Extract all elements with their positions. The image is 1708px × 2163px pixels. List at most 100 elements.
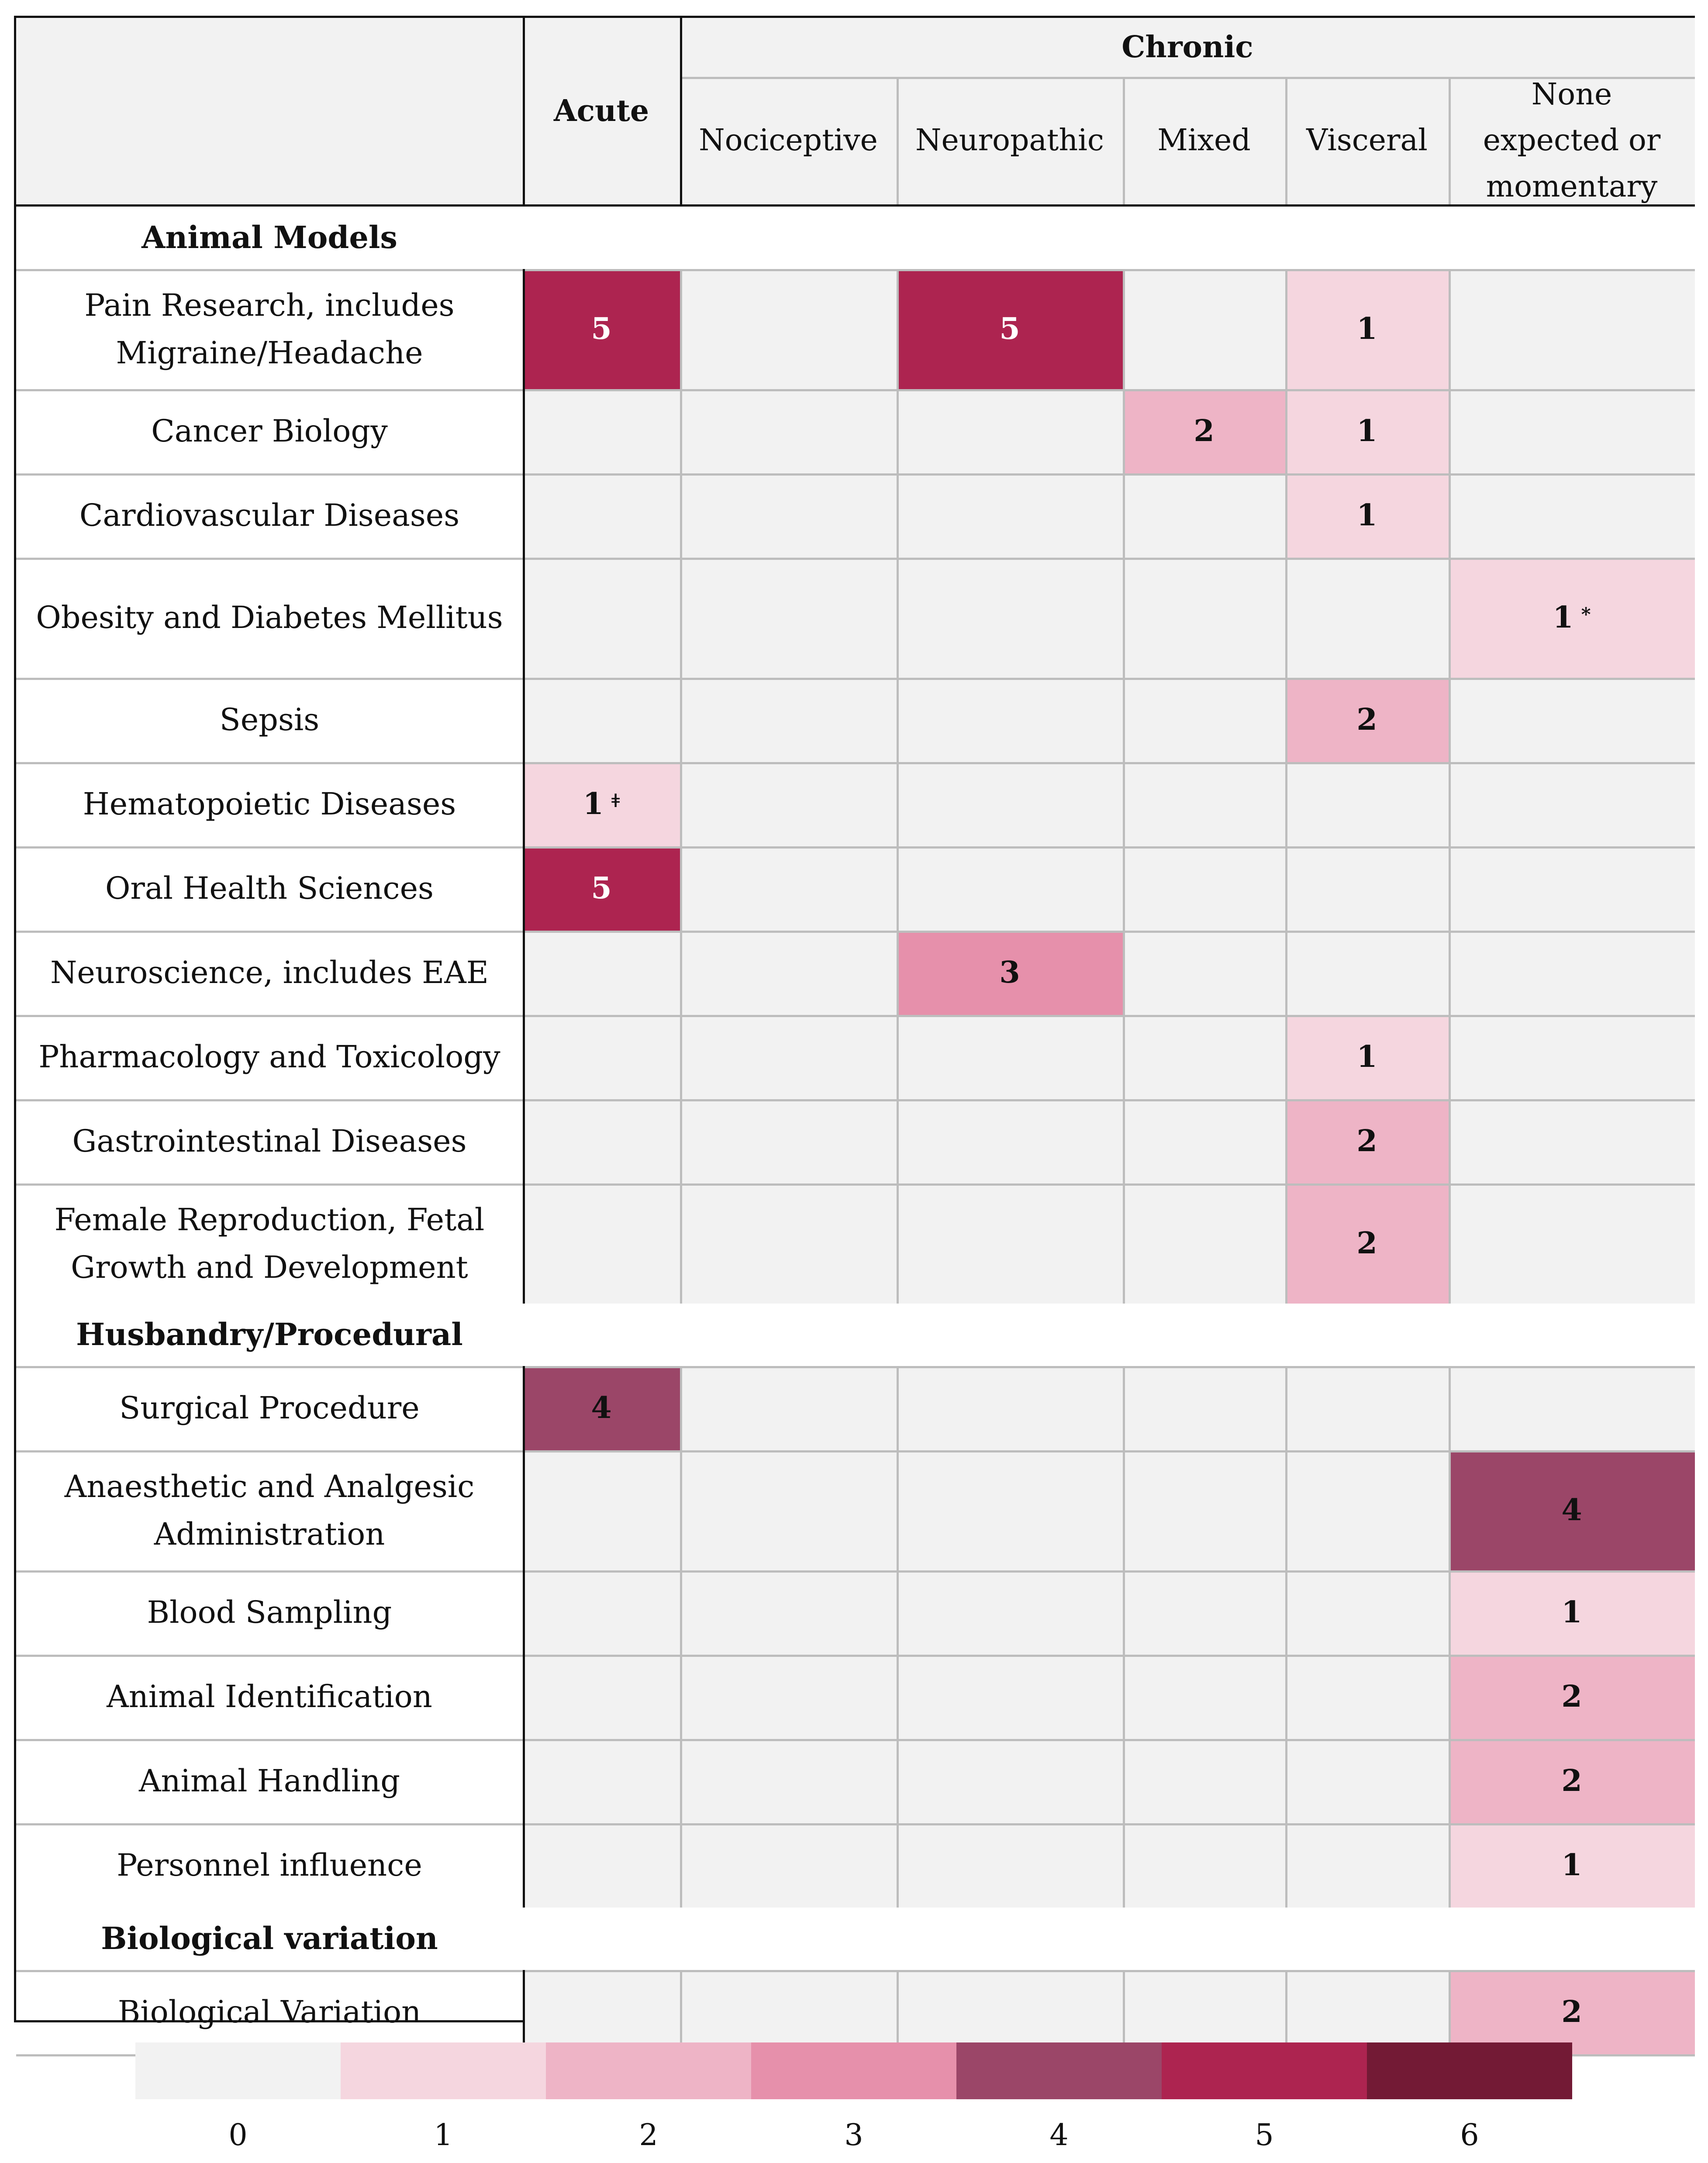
row-label: Sepsis: [219, 702, 320, 738]
heat-cell: [1449, 473, 1695, 558]
row-divider: [16, 931, 1695, 933]
heat-cell: [523, 1970, 680, 2054]
heat-cell: [897, 1970, 1123, 2054]
row-divider: [16, 473, 1695, 476]
heat-cell: [523, 762, 680, 846]
legend-swatch: [1162, 2042, 1367, 2099]
heat-cell: [523, 846, 680, 931]
row-label: Surgical Procedure: [119, 1390, 420, 1426]
heat-cell: [1285, 1099, 1449, 1183]
row-divider: [16, 1655, 1695, 1657]
heat-cell: [1123, 1655, 1285, 1739]
legend-swatch: [341, 2042, 546, 2099]
heat-cell: [1285, 762, 1449, 846]
row-label: Neuroscience, includes EAE: [50, 955, 489, 991]
heat-cell: [1285, 269, 1449, 389]
cell-value: 1: [1356, 413, 1377, 448]
section-title: Biological variation: [101, 1920, 438, 1957]
heat-cell: [1449, 1570, 1695, 1655]
heat-cell: [897, 931, 1123, 1015]
heat-cell: [523, 389, 680, 473]
heat-cell: [1449, 1015, 1695, 1099]
heat-cell: [897, 1655, 1123, 1739]
legend-label-3: 3: [844, 2118, 863, 2153]
row-label: Cancer Biology: [151, 413, 388, 449]
row-divider: [16, 389, 1695, 391]
header-neuropathic: Neuropathic: [915, 123, 1104, 158]
heat-cell: [680, 1099, 897, 1183]
section-row-background: [16, 207, 1695, 269]
cell-value: 1 *: [1553, 600, 1591, 635]
header-chronic: Chronic: [1121, 29, 1253, 65]
heat-cell: [1285, 1823, 1449, 1908]
heat-cell: [1449, 269, 1695, 389]
header-dark-divider: [680, 18, 682, 204]
heat-cell: [1123, 1570, 1285, 1655]
heat-cell: [1285, 1970, 1449, 2054]
heat-cell: [897, 1183, 1123, 1304]
heat-cell: [680, 389, 897, 473]
heat-cell: [1123, 1366, 1285, 1450]
heat-cell: [1449, 1823, 1695, 1908]
header-col-divider: [1123, 77, 1125, 204]
cell-footnote-mark: ǂ: [611, 790, 620, 811]
heat-cell: [1285, 1183, 1449, 1304]
heat-cell: [1123, 846, 1285, 931]
row-divider: [16, 1099, 1695, 1101]
heat-cell: [680, 1970, 897, 2054]
heat-cell: [1449, 1739, 1695, 1823]
cell-value: 1: [1356, 1039, 1377, 1074]
column-divider: [1123, 207, 1125, 2054]
heat-cell: [680, 1823, 897, 1908]
heat-cell: [897, 1739, 1123, 1823]
row-divider: [16, 762, 1695, 764]
heat-cell: [523, 269, 680, 389]
heat-cell: [897, 1015, 1123, 1099]
heat-cell: [897, 762, 1123, 846]
cell-value: 3: [999, 955, 1020, 990]
heat-cell: [1449, 389, 1695, 473]
heat-cell: [680, 762, 897, 846]
legend-label-1: 1: [434, 2118, 453, 2153]
heat-cell: [680, 269, 897, 389]
heat-cell: [1285, 1570, 1449, 1655]
heat-cell: [680, 1570, 897, 1655]
heat-cell: [523, 1366, 680, 1450]
heat-cell: [1449, 1099, 1695, 1183]
heat-cell: [1123, 1739, 1285, 1823]
cell-value: 1: [1561, 1594, 1582, 1630]
heat-cell: [1285, 1450, 1449, 1570]
heat-cell: [523, 1655, 680, 1739]
heat-cell: [897, 846, 1123, 931]
section-row-background: [16, 1908, 1695, 1970]
row-label: Hematopoietic Diseases: [83, 786, 456, 822]
heat-cell: [523, 1099, 680, 1183]
header-col-divider: [897, 77, 899, 204]
heat-cell: [680, 1183, 897, 1304]
section-title: Animal Models: [141, 219, 397, 256]
header-dark-divider: [523, 18, 525, 204]
heat-cell: [1449, 1183, 1695, 1304]
cell-value: 2: [1356, 702, 1377, 737]
legend-label-5: 5: [1255, 2118, 1274, 2153]
heat-cell: [680, 931, 897, 1015]
row-label: Animal Identification: [107, 1679, 432, 1715]
heat-cell: [680, 1366, 897, 1450]
legend-label-0: 0: [228, 2118, 248, 2153]
heat-cell: [680, 1739, 897, 1823]
header-acute: Acute: [553, 93, 649, 128]
heat-cell: [523, 1015, 680, 1099]
cell-value: 1: [1356, 497, 1377, 533]
cell-value: 1: [1356, 311, 1377, 346]
cell-value: 1: [1561, 1847, 1582, 1883]
header-bottom-border: [16, 204, 1695, 207]
cell-value: 2: [1194, 413, 1215, 448]
column-divider: [1285, 207, 1287, 2054]
heat-cell: [897, 389, 1123, 473]
cell-value: 5: [591, 311, 612, 346]
heat-cell: [523, 1450, 680, 1570]
heat-cell: [1123, 389, 1285, 473]
heat-cell: [1123, 1015, 1285, 1099]
heat-cell: [897, 269, 1123, 389]
